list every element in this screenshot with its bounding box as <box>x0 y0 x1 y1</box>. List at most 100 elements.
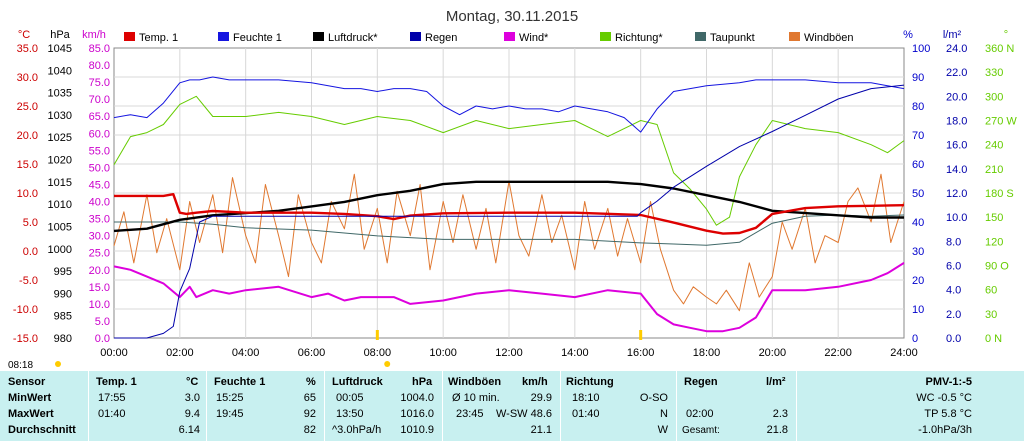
y-tick-label-direction: 360 N <box>985 43 1014 55</box>
pressure-min-time: 00:05 <box>336 392 364 404</box>
y-tick-label-pressure: 985 <box>54 311 72 323</box>
x-tick-label: 10:00 <box>429 347 457 359</box>
y-tick-label-wind: 60.0 <box>89 128 110 140</box>
temp-min-val: 3.0 <box>184 392 200 404</box>
axis-unit-pressure: hPa <box>50 29 70 41</box>
y-tick-label-pressure: 1025 <box>48 132 72 144</box>
y-tick-label-rain: 16.0 <box>946 140 967 152</box>
gusts-title: Windböen <box>448 376 502 388</box>
rain-unit: l/m² <box>766 376 786 388</box>
y-tick-label-wind: 75.0 <box>89 77 110 89</box>
gusts-unit: km/h <box>522 376 548 388</box>
y-tick-label-wind: 45.0 <box>89 179 110 191</box>
legend-swatch <box>600 32 611 41</box>
y-tick-label-wind: 70.0 <box>89 94 110 106</box>
y-tick-label-pressure: 995 <box>54 266 72 278</box>
y-tick-label-direction: 240 <box>985 140 1003 152</box>
humidity-unit: % <box>306 376 316 388</box>
table-separator <box>206 371 207 441</box>
x-tick-label: 22:00 <box>824 347 852 359</box>
y-tick-label-temp: 25.0 <box>17 101 38 113</box>
y-tick-label-rain: 0.0 <box>946 333 961 345</box>
rain-title: Regen <box>684 376 718 388</box>
y-tick-label-rain: 4.0 <box>946 285 961 297</box>
y-tick-label-direction: 0 N <box>985 333 1002 345</box>
legend-label: Richtung* <box>615 32 663 44</box>
legend-label: Feuchte 1 <box>233 32 282 44</box>
gusts-r1-val: 29.9 <box>530 392 552 404</box>
gusts-avg: 21.1 <box>530 424 552 436</box>
x-tick-label: 18:00 <box>693 347 721 359</box>
y-tick-label-temp: 5.0 <box>23 217 38 229</box>
y-tick-label-humidity: 10 <box>912 304 924 316</box>
y-tick-label-direction: 270 W <box>985 116 1017 128</box>
row-label-max: MaxWert <box>8 408 54 420</box>
legend-swatch <box>789 32 800 41</box>
y-tick-label-wind: 50.0 <box>89 162 110 174</box>
legend-label: Luftdruck* <box>328 32 378 44</box>
pressure-max-val: 1016.0 <box>400 408 434 420</box>
y-tick-label-wind: 65.0 <box>89 111 110 123</box>
y-tick-label-humidity: 90 <box>912 72 924 84</box>
x-tick-label: 16:00 <box>627 347 655 359</box>
y-tick-label-rain: 2.0 <box>946 309 961 321</box>
y-tick-label-humidity: 30 <box>912 246 924 258</box>
table-separator <box>88 371 89 441</box>
rain-r3-val: 21.8 <box>766 424 788 436</box>
y-tick-label-temp: 20.0 <box>17 130 38 142</box>
x-tick-label: 06:00 <box>298 347 326 359</box>
temp-avg: 6.14 <box>178 424 200 436</box>
y-tick-label-humidity: 20 <box>912 275 924 287</box>
pmv-wc: WC -0.5 °C <box>916 392 972 404</box>
series-line-richtung- <box>113 95 905 226</box>
y-tick-label-wind: 30.0 <box>89 231 110 243</box>
y-tick-label-pressure: 1010 <box>48 199 72 211</box>
y-tick-label-direction: 180 S <box>985 188 1014 200</box>
direction-r2-time: 01:40 <box>572 408 600 420</box>
pressure-min-val: 1004.0 <box>400 392 434 404</box>
row-label-min: MinWert <box>8 392 52 404</box>
corner-time-label: 08:18 <box>8 360 33 371</box>
legend-label: Temp. 1 <box>139 32 178 44</box>
y-tick-label-rain: 12.0 <box>946 188 967 200</box>
legend-label: Taupunkt <box>710 32 755 44</box>
y-tick-label-rain: 8.0 <box>946 236 961 248</box>
humidity-min-val: 65 <box>303 392 316 404</box>
legend-swatch <box>504 32 515 41</box>
pressure-title: Luftdruck <box>332 376 383 388</box>
gusts-r2-time: 23:45 <box>456 408 484 420</box>
gusts-r2-val: 48.6 <box>530 408 552 420</box>
humidity-min-time: 15:25 <box>216 392 244 404</box>
pressure-avg: 1010.9 <box>400 424 434 436</box>
y-tick-label-rain: 6.0 <box>946 261 961 273</box>
y-tick-label-pressure: 1000 <box>48 244 72 256</box>
y-tick-label-wind: 25.0 <box>89 248 110 260</box>
y-tick-label-wind: 10.0 <box>89 299 110 311</box>
x-tick-label: 24:00 <box>890 347 918 359</box>
y-tick-label-humidity: 40 <box>912 217 924 229</box>
pmv-title: PMV-1:-5 <box>925 376 972 388</box>
table-separator <box>324 371 325 441</box>
weather-chart: Montag, 30.11.2015 Temp. 1 Feuchte 1 Luftd… <box>8 8 1017 371</box>
axis-unit-wind: km/h <box>82 29 106 41</box>
x-tick-label: 04:00 <box>232 347 260 359</box>
x-tick-label: 00:00 <box>100 347 128 359</box>
humidity-avg: 82 <box>303 424 316 436</box>
y-tick-label-temp: 0.0 <box>23 246 38 258</box>
table-separator <box>676 371 677 441</box>
y-tick-label-rain: 14.0 <box>946 164 967 176</box>
axis-unit-labels: °C hPa km/h% l/m² ° <box>18 29 1008 41</box>
y-tick-label-rain: 10.0 <box>946 212 967 224</box>
legend-swatch <box>218 32 229 41</box>
y-tick-label-wind: 40.0 <box>89 197 110 209</box>
y-tick-label-humidity: 100 <box>912 43 930 55</box>
y-tick-label-pressure: 1045 <box>48 43 72 55</box>
y-tick-label-temp: 35.0 <box>17 43 38 55</box>
series-line-wind- <box>113 262 905 333</box>
axis-unit-rain: l/m² <box>943 29 962 41</box>
corner-marker <box>55 361 61 367</box>
legend-label: Wind* <box>519 32 549 44</box>
y-tick-label-direction: 60 <box>985 285 997 297</box>
series-line-temp-1 <box>114 193 905 235</box>
direction-r1-val: O-SO <box>639 392 668 404</box>
